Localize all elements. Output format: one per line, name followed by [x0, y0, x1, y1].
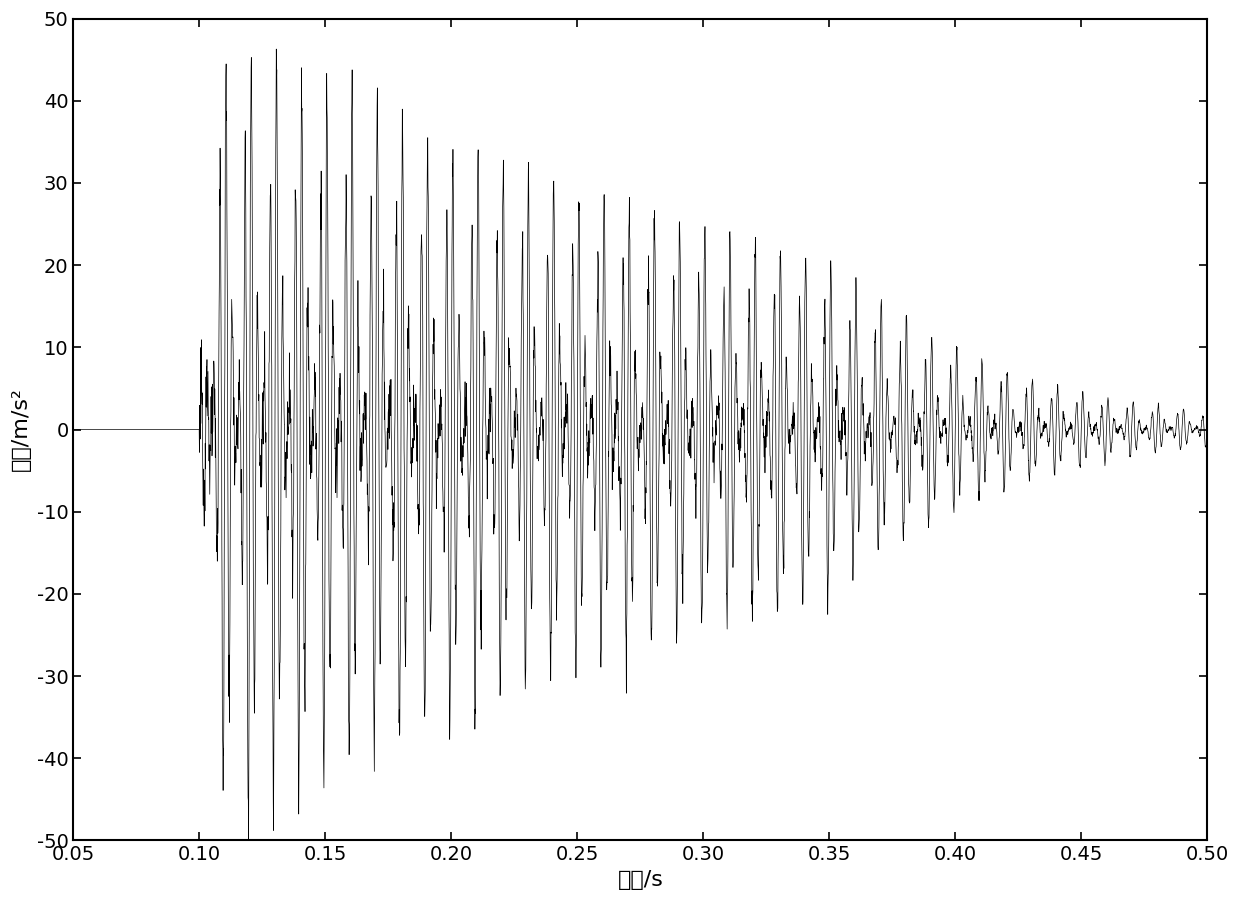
X-axis label: 时间/s: 时间/s: [618, 869, 663, 890]
Y-axis label: 振动/m/s²: 振动/m/s²: [11, 387, 31, 471]
